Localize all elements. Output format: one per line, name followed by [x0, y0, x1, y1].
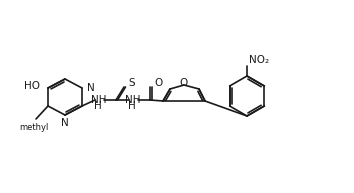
Text: N: N	[87, 83, 95, 93]
Text: methyl: methyl	[19, 123, 49, 131]
Text: NH: NH	[91, 95, 107, 105]
Text: S: S	[128, 78, 135, 88]
Text: N: N	[61, 118, 69, 128]
Text: O: O	[180, 78, 188, 88]
Text: O: O	[154, 78, 162, 88]
Text: NO₂: NO₂	[249, 55, 269, 65]
Text: NH: NH	[125, 95, 141, 105]
Text: H: H	[128, 101, 136, 111]
Text: HO: HO	[24, 81, 40, 91]
Text: H: H	[94, 101, 102, 111]
